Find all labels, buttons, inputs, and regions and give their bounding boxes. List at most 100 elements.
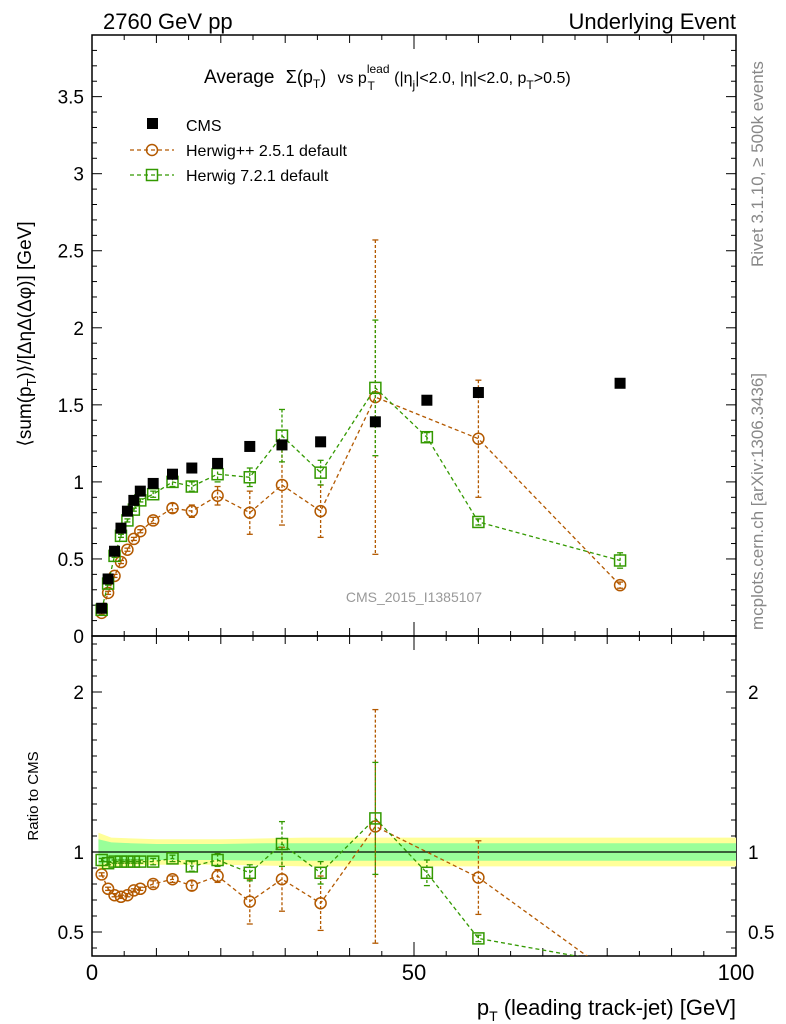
ratio-herwigpp-series	[95, 708, 588, 956]
ratio-herwigpp-point	[101, 882, 115, 896]
data-layer	[95, 239, 627, 956]
main-herwigpp-series	[95, 239, 627, 620]
mcplots-label: mcplots.cern.ch [arXiv:1306.3436]	[748, 372, 767, 630]
ratio-herwig7-point	[146, 855, 160, 868]
main-herwigpp-point	[127, 532, 141, 546]
main-y-axis-title-b: )⟩/[ΔηΔ(Δφ)] [GeV]	[15, 221, 36, 378]
title-sigma-close: )	[320, 67, 326, 87]
main-herwig7-point	[420, 430, 434, 444]
ratio-herwig7-point	[369, 812, 382, 825]
main-cms-point	[147, 477, 159, 489]
main-y-axis-title-a: ⟨sum(p	[15, 386, 36, 446]
title-sigma: Σ(p	[286, 67, 313, 87]
ratio-herwigpp-point	[185, 879, 199, 892]
rivet-version-label: Rivet 3.1.10, ≥ 500k events	[748, 61, 767, 267]
title-cut-open: (|η	[394, 70, 412, 87]
ratio-bands	[92, 832, 736, 872]
title-sigma-sub: T	[313, 77, 321, 91]
ratio-herwig7-point	[127, 855, 141, 868]
main-herwig7-point	[243, 471, 257, 484]
ratio-herwig7-point	[166, 852, 179, 865]
title-cut-j: j	[412, 78, 416, 92]
main-cms-point	[244, 440, 256, 452]
title-lead-sub: T	[368, 79, 376, 93]
main-herwig7-line	[101, 386, 621, 610]
ratio-y-tick-label-left: 2	[73, 683, 84, 704]
ratio-herwigpp-point	[275, 872, 289, 886]
x-axis-title-rest: (leading track-jet) [GeV]	[504, 995, 736, 1020]
main-y-tick-label: 3	[73, 165, 84, 186]
main-y-tick-label: 1.5	[58, 396, 84, 417]
ratio-herwig7-point	[95, 853, 108, 867]
main-herwigpp-point	[185, 504, 199, 518]
ratio-herwig7-point	[185, 860, 199, 873]
ratio-herwigpp-point	[146, 877, 160, 891]
main-cms-point	[186, 462, 198, 474]
legend-marker-herwigpp	[145, 143, 159, 157]
ratio-herwig7-point	[121, 855, 134, 868]
ratio-herwigpp-point	[134, 882, 147, 896]
main-herwigpp-point	[101, 586, 115, 600]
main-cms-point	[121, 505, 133, 517]
main-cms-point	[109, 545, 121, 557]
ratio-y-tick-label-right: 0.5	[748, 923, 774, 944]
main-cms-point	[472, 387, 484, 399]
main-herwigpp-line	[101, 396, 621, 614]
ratio-y-tick-label-left: 1	[73, 843, 84, 864]
main-herwig7-point	[314, 466, 327, 479]
legend-label-herwigpp: Herwig++ 2.5.1 default	[186, 143, 348, 160]
ratio-panel-frame	[91, 635, 737, 957]
legend-marker-herwig7	[145, 168, 159, 182]
x-tick-label: 50	[402, 960, 426, 985]
ratio-herwigpp-point	[472, 871, 485, 884]
main-cms-point	[276, 439, 288, 451]
main-herwigpp-point	[146, 514, 160, 527]
main-cms-point	[212, 457, 224, 469]
main-cms-point	[614, 377, 626, 389]
title-vs: vs p	[337, 70, 366, 87]
title-cut-end: >0.5)	[534, 70, 571, 87]
ratio-y-tick-label-right: 2	[748, 683, 759, 704]
legend-label-herwig7: Herwig 7.2.1 default	[186, 168, 329, 185]
ratio-herwigpp-point	[314, 896, 327, 910]
ratio-herwig7-point	[314, 866, 327, 880]
main-cms-point	[128, 494, 140, 506]
main-herwigpp-point	[211, 489, 224, 503]
ratio-herwigpp-point	[243, 895, 257, 908]
x-tick-label: 100	[718, 960, 755, 985]
ratio-herwigpp-line	[101, 825, 588, 956]
main-herwig7-point	[185, 480, 199, 493]
ratio-herwigpp-point	[211, 869, 224, 883]
x-axis-title-sub: T	[489, 1008, 498, 1024]
main-y-tick-label: 3.5	[58, 88, 84, 109]
legend: CMS Herwig++ 2.5.1 default Herwig 7.2.1 …	[130, 118, 348, 185]
main-herwigpp-point	[121, 543, 134, 556]
ratio-herwigpp-point	[95, 868, 108, 881]
ratio-herwig7-point	[134, 855, 147, 868]
main-herwigpp-point	[314, 504, 327, 518]
main-herwigpp-point	[243, 506, 257, 519]
header-process: Underlying Event	[568, 9, 736, 34]
ratio-herwigpp-point	[166, 872, 179, 886]
title-lead-sup: lead	[367, 62, 390, 76]
main-herwigpp-point	[275, 478, 289, 492]
main-herwig7-point	[146, 487, 160, 501]
main-y-tick-label: 2.5	[58, 242, 84, 263]
main-y-axis-title: ⟨sum(pT)⟩/[ΔηΔ(Δφ)] [GeV]	[15, 221, 39, 446]
main-y-tick-label: 1	[73, 473, 84, 494]
header-collision: 2760 GeV pp	[103, 9, 233, 34]
main-herwig7-point	[369, 381, 382, 395]
main-cms-point	[96, 602, 108, 614]
ratio-herwigpp-point	[369, 820, 382, 833]
ratio-herwig7-series	[95, 761, 580, 956]
main-y-tick-label: 2	[73, 319, 84, 340]
main-herwig7-point	[613, 554, 627, 567]
legend-label-cms: CMS	[186, 118, 222, 135]
main-cms-point	[421, 394, 433, 406]
main-y-tick-label: 0	[73, 627, 84, 648]
ratio-y-tick-label-right: 1	[748, 843, 759, 864]
main-cms-point	[315, 436, 327, 448]
x-tick-label: 0	[86, 960, 98, 985]
